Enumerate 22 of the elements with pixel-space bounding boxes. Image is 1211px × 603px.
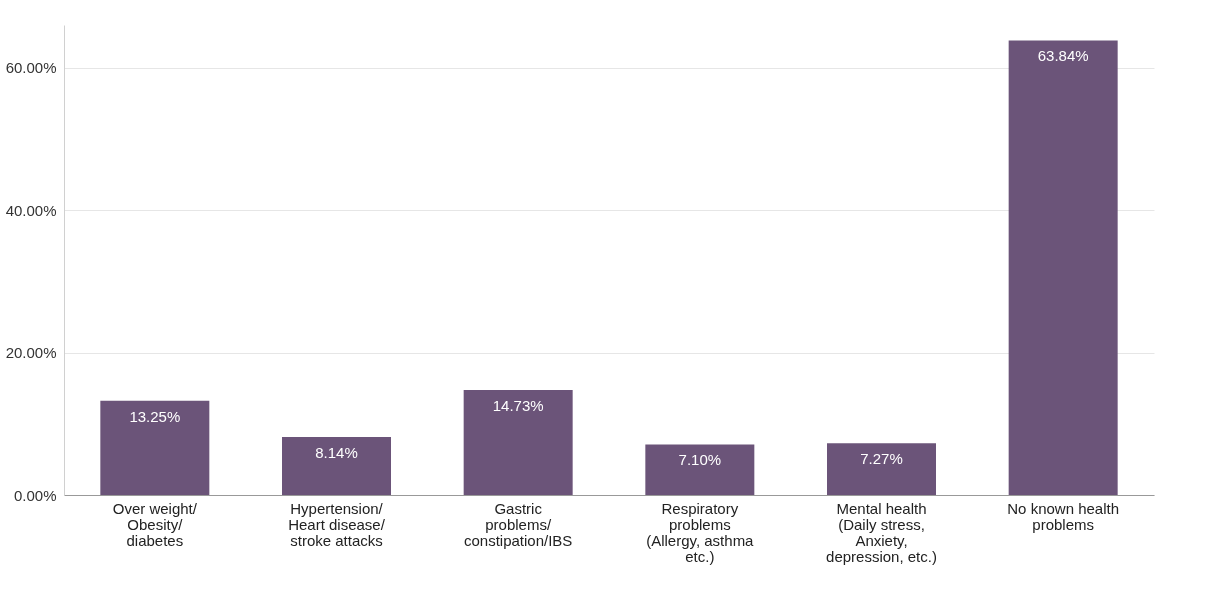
data-label: 14.73%: [492, 397, 544, 415]
x-tick-label: Gastric problems/ constipation/IBS: [463, 499, 573, 549]
bar: [100, 400, 210, 495]
x-tick-label: No known health problems: [1007, 499, 1120, 533]
data-label: 63.84%: [1037, 47, 1089, 65]
data-label: 8.14%: [315, 444, 358, 462]
bar: [827, 443, 936, 495]
data-label: 7.10%: [678, 451, 722, 469]
y-tick-label: 0.00%: [13, 486, 57, 504]
bar: [463, 390, 573, 495]
data-label: 7.27%: [860, 450, 903, 468]
x-tick-label: Respiratory problems (Allergy, asthma etc.): [646, 499, 755, 565]
bar: [1008, 40, 1118, 495]
data-label: 13.25%: [129, 407, 181, 425]
y-tick-label: 40.00%: [5, 201, 57, 219]
y-tick-label: 20.00%: [5, 344, 57, 362]
bar: [645, 444, 755, 495]
x-tick-label: Over weight/ Obesity/ diabetes: [112, 499, 198, 549]
x-tick-label: Hypertension/ Heart disease/ stroke attacks: [288, 499, 386, 549]
y-tick-label: 60.00%: [5, 59, 57, 77]
x-tick-label: Mental health (Daily stress, Anxiety, depression, etc.): [826, 499, 937, 565]
bar: [282, 437, 391, 495]
